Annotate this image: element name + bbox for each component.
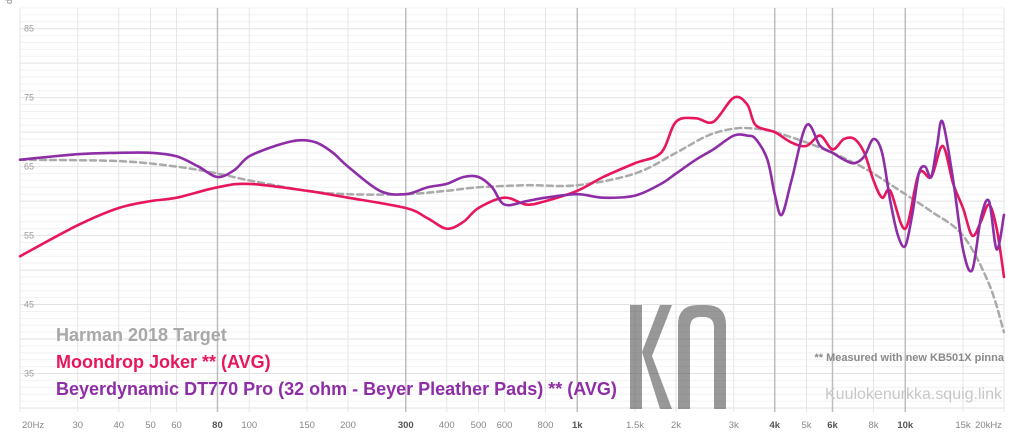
y-axis-ticks: 35 45 55 65 75 85 — [24, 24, 34, 379]
x-tick-label: 150 — [299, 420, 315, 431]
x-tick-label: 800 — [538, 420, 554, 431]
y-tick-label: 65 — [24, 162, 34, 172]
grid-lines — [19, 7, 1005, 412]
x-tick-label: 5k — [802, 420, 812, 431]
site-watermark: Kuulokenurkka.squig.link — [825, 386, 1002, 403]
x-tick-label: 500 — [471, 420, 487, 431]
x-tick-label: 6k — [827, 420, 838, 431]
x-tick-label: 20kHz — [975, 420, 1002, 431]
beyerdynamic-dt770-curve — [18, 119, 1006, 273]
x-tick-label: 60 — [171, 420, 182, 431]
measurement-note: ** Measured with new KB501X pinna — [814, 352, 1005, 364]
x-axis-ticks: 20Hz 30 40 50 60 80 100 150 200 300 400 500 600 800 1k… — [22, 420, 1002, 431]
x-tick-label: 10k — [897, 420, 914, 431]
x-tick-label: 15k — [955, 420, 971, 431]
y-tick-label: 45 — [24, 300, 34, 310]
x-tick-label: 300 — [398, 420, 414, 431]
x-tick-label: 100 — [241, 420, 257, 431]
x-tick-label: 200 — [340, 420, 356, 431]
x-tick-label: 1.5k — [626, 420, 644, 431]
x-tick-label: 8k — [868, 420, 878, 431]
legend-harman-target: Harman 2018 Target — [56, 325, 227, 345]
x-tick-label: 50 — [145, 420, 156, 431]
x-tick-label: 4k — [769, 420, 780, 431]
legend-moondrop-joker: Moondrop Joker ** (AVG) — [56, 352, 271, 372]
x-tick-label: 3k — [729, 420, 739, 431]
x-tick-label: 2k — [671, 420, 681, 431]
x-tick-label: 400 — [439, 420, 455, 431]
y-tick-label: 55 — [24, 231, 34, 241]
harman-target-curve — [18, 126, 1006, 334]
y-tick-label: 35 — [24, 369, 34, 379]
x-tick-label: 600 — [497, 420, 513, 431]
series-curves — [18, 95, 1006, 334]
x-tick-label: 20Hz — [22, 420, 44, 431]
y-axis-label: dB — [4, 0, 14, 4]
kn-logo — [630, 305, 726, 409]
y-tick-label: 75 — [24, 93, 34, 103]
x-tick-label: 1k — [572, 420, 583, 431]
x-tick-label: 30 — [72, 420, 83, 431]
legend-beyerdynamic-dt770: Beyerdynamic DT770 Pro (32 ohm - Beyer P… — [56, 379, 617, 399]
y-tick-label: 85 — [24, 24, 34, 34]
x-tick-label: 40 — [113, 420, 124, 431]
x-tick-label: 80 — [212, 420, 223, 431]
